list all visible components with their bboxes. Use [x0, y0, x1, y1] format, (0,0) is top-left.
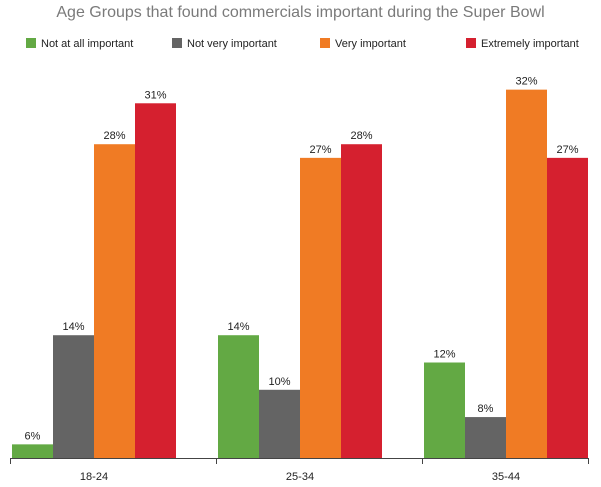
bar-35-44-very-important [506, 90, 547, 458]
bar-35-44-not-at-all-important [424, 363, 465, 459]
data-label: 28% [103, 130, 125, 142]
bar-25-34-not-at-all-important [218, 335, 259, 458]
data-label: 14% [62, 321, 84, 333]
bar-18-24-not-very-important [53, 335, 94, 458]
data-label: 31% [144, 89, 166, 101]
bar-25-34-not-very-important [259, 390, 300, 458]
data-label: 10% [268, 376, 290, 388]
data-label: 32% [515, 76, 537, 88]
data-label: 27% [556, 144, 578, 156]
bar-35-44-extremely-important [547, 158, 588, 458]
bar-25-34-very-important [300, 158, 341, 458]
x-tick-label: 18-24 [80, 471, 108, 483]
data-label: 8% [478, 403, 494, 415]
x-tick-label: 25-34 [286, 471, 314, 483]
bar-35-44-not-very-important [465, 417, 506, 458]
x-tick-label: 35-44 [492, 471, 520, 483]
bar-18-24-very-important [94, 144, 135, 458]
data-label: 12% [433, 349, 455, 361]
bar-chart: 6% 14% 28% 31% 18-24 14% 10% 27% 28% 25-34 12% 8% 32… [0, 0, 601, 487]
data-label: 14% [227, 321, 249, 333]
bar-25-34-extremely-important [341, 144, 382, 458]
data-label: 28% [350, 130, 372, 142]
data-label: 6% [25, 430, 41, 442]
bar-18-24-not-at-all-important [12, 444, 53, 458]
bar-18-24-extremely-important [135, 103, 176, 458]
data-label: 27% [309, 144, 331, 156]
